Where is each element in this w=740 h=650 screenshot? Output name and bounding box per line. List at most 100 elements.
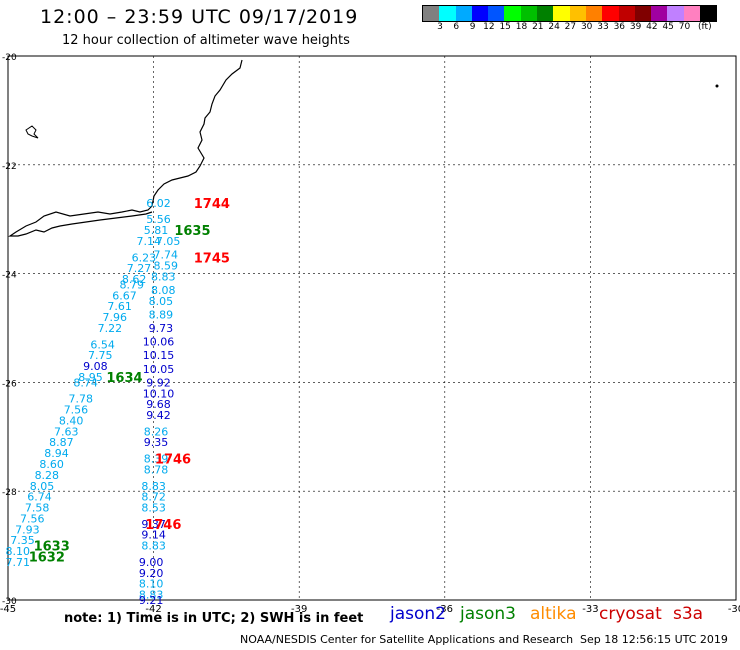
wave-height-value: 9.37 bbox=[141, 518, 166, 531]
wave-height-value: 9.73 bbox=[149, 322, 174, 335]
lon-tick-label: -33 bbox=[582, 604, 598, 615]
wave-height-value: 6.23 bbox=[132, 251, 157, 264]
wave-height-value: 7.61 bbox=[107, 300, 132, 313]
scale-swatch bbox=[634, 6, 652, 21]
scale-swatch bbox=[488, 6, 505, 21]
wave-height-value: 8.26 bbox=[144, 425, 169, 438]
page-title: 12:00 – 23:59 UTC 09/17/2019 bbox=[40, 6, 359, 28]
wave-height-value: 7.56 bbox=[20, 512, 45, 525]
wave-height-value: 8.10 bbox=[139, 578, 164, 591]
map-grid: -45 -42 -39 -36 -33 -30 -20 -22 -24 -26 -28 -30 bbox=[0, 53, 740, 615]
scale-label: 3 bbox=[437, 22, 443, 32]
wave-height-value: 8.40 bbox=[59, 414, 84, 427]
scale-label: 6 bbox=[453, 22, 460, 32]
lake bbox=[25, 125, 39, 139]
pass-time-label: 1633 bbox=[34, 540, 70, 555]
wave-height-value: 9.68 bbox=[146, 398, 171, 411]
legend-jason3: jason3 bbox=[460, 604, 516, 624]
wave-height-value: 6.54 bbox=[90, 338, 115, 351]
scale-swatch bbox=[455, 6, 472, 21]
scale-label: 9 bbox=[469, 22, 476, 32]
wave-height-value: 8.05 bbox=[30, 480, 55, 493]
legend-s3a: s3a bbox=[673, 604, 704, 624]
wave-height-value: 8.39 bbox=[144, 453, 169, 466]
wave-height-value: 8.87 bbox=[49, 436, 74, 449]
scale-label: 24 bbox=[548, 22, 560, 32]
lat-tick-label: -26 bbox=[2, 379, 17, 389]
wave-height-value: 10.06 bbox=[143, 336, 175, 349]
scale-label: 33 bbox=[597, 22, 609, 32]
scale-swatch bbox=[569, 6, 586, 21]
wave-height-value: 6.74 bbox=[27, 491, 52, 504]
scale-swatch bbox=[520, 6, 538, 21]
wave-height-value: 7.27 bbox=[127, 262, 152, 275]
island bbox=[715, 84, 719, 88]
scale-label: 39 bbox=[629, 22, 642, 32]
wave-height-value: 7.05 bbox=[156, 235, 181, 248]
wave-height-value: 8.79 bbox=[120, 278, 145, 291]
lon-tick-label: -42 bbox=[145, 604, 161, 615]
wave-height-value: 7.93 bbox=[15, 523, 40, 536]
scale-swatch bbox=[439, 6, 456, 21]
scale-label: (ft) bbox=[698, 22, 712, 32]
lat-tick-label: -28 bbox=[2, 488, 17, 498]
page-subtitle: 12 hour collection of altimeter wave hei… bbox=[62, 33, 350, 48]
scale-swatch bbox=[504, 6, 521, 21]
wave-height-value: 7.58 bbox=[25, 502, 50, 515]
lon-tick-label: -30 bbox=[728, 604, 740, 615]
wave-height-value: 8.94 bbox=[44, 447, 69, 460]
wave-height-value: 9.00 bbox=[139, 556, 164, 569]
wave-height-value: 10.15 bbox=[143, 349, 175, 362]
wave-height-value: 9.35 bbox=[144, 436, 169, 449]
wave-height-value: 8.95 bbox=[78, 371, 103, 384]
scale-swatch bbox=[651, 6, 668, 21]
wave-height-value: 8.59 bbox=[153, 259, 178, 272]
scale-label: 70 bbox=[678, 22, 691, 32]
pass-time-label: 1746 bbox=[155, 453, 191, 468]
wave-height-value: 8.74 bbox=[73, 376, 98, 389]
scale-swatch bbox=[667, 6, 684, 21]
wave-height-value: 8.83 bbox=[141, 480, 166, 493]
wave-height-value: 8.28 bbox=[35, 469, 60, 482]
scale-label: 36 bbox=[613, 22, 626, 32]
scale-label: 45 bbox=[662, 22, 674, 32]
wave-height-value: 8.78 bbox=[144, 463, 169, 476]
scale-swatch bbox=[602, 6, 619, 21]
wave-height-value: 7.74 bbox=[153, 249, 178, 262]
wave-height-value: 8.62 bbox=[122, 273, 147, 286]
scale-swatch bbox=[700, 6, 717, 21]
wave-height-value: 8.60 bbox=[39, 458, 64, 471]
wave-height-value: 8.83 bbox=[139, 589, 164, 602]
pass-time-label: 1745 bbox=[194, 251, 230, 266]
lon-tick-label: -45 bbox=[0, 604, 16, 615]
wave-height-value: 8.10 bbox=[5, 545, 30, 558]
wave-height-value: 7.63 bbox=[54, 425, 79, 438]
lon-tick-label: -36 bbox=[437, 604, 453, 615]
track-values: 6.02 5.565.817.14 6.237.278.628.796.677.61… bbox=[5, 197, 180, 607]
lat-tick-label: -30 bbox=[2, 597, 17, 607]
scale-label: 12 bbox=[483, 22, 495, 32]
wave-height-value: 7.56 bbox=[64, 404, 89, 417]
pass-time-label: 1746 bbox=[145, 518, 181, 533]
legend-cryosat: cryosat bbox=[599, 604, 662, 624]
scale-swatch bbox=[683, 6, 701, 21]
scale-label: 21 bbox=[532, 22, 544, 32]
wave-height-value: 8.83 bbox=[151, 270, 176, 283]
wave-height-value: 8.08 bbox=[151, 284, 176, 297]
wave-height-value: 9.08 bbox=[83, 360, 108, 373]
scale-swatch bbox=[537, 6, 554, 21]
scale-swatch bbox=[553, 6, 570, 21]
pass-time-label: 1632 bbox=[29, 550, 65, 565]
wave-height-value: 9.14 bbox=[141, 529, 166, 542]
legend-altika: altika bbox=[530, 604, 577, 624]
wave-height-value: 7.14 bbox=[136, 235, 161, 248]
wave-height-value: 7.71 bbox=[5, 556, 30, 569]
pass-time-label: 1634 bbox=[106, 371, 142, 386]
wave-height-value: 6.02 bbox=[146, 197, 171, 210]
scale-swatch bbox=[471, 6, 489, 21]
pass-time-label: 1744 bbox=[194, 197, 230, 212]
scale-label: 18 bbox=[515, 22, 528, 32]
wave-height-value: 9.42 bbox=[146, 409, 171, 422]
